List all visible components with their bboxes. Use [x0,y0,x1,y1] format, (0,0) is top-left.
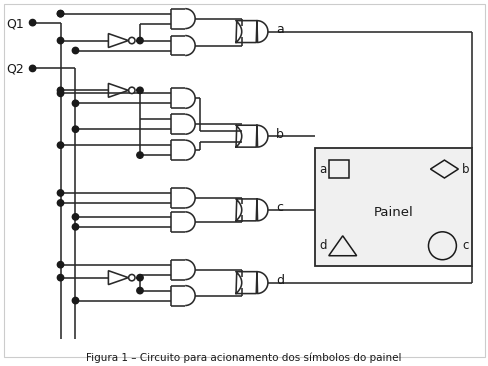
Text: Painel: Painel [373,206,413,219]
Circle shape [128,87,135,94]
Circle shape [72,224,79,230]
Text: b: b [461,163,468,176]
Text: a: a [319,163,325,176]
Text: Q1: Q1 [7,17,24,30]
Circle shape [137,87,143,94]
Text: a: a [275,23,283,36]
Bar [328,160,348,178]
Circle shape [57,142,63,148]
Circle shape [72,297,79,304]
Circle shape [72,47,79,54]
Circle shape [137,274,143,281]
Circle shape [57,190,63,196]
Circle shape [72,100,79,107]
Text: Figura 1 – Circuito para acionamento dos símbolos do painel: Figura 1 – Circuito para acionamento dos… [86,352,401,363]
Circle shape [57,261,63,268]
Text: c: c [461,239,468,252]
Circle shape [128,37,135,44]
Circle shape [57,87,63,94]
Circle shape [137,287,143,294]
Text: d: d [275,274,284,287]
Text: d: d [318,239,326,252]
Circle shape [57,200,63,206]
Circle shape [128,274,135,281]
Circle shape [29,65,36,72]
Circle shape [29,19,36,26]
Circle shape [72,214,79,220]
Circle shape [137,152,143,158]
Circle shape [57,274,63,281]
Circle shape [57,11,63,17]
Text: b: b [275,128,283,141]
Circle shape [57,37,63,44]
Text: Q2: Q2 [7,63,24,76]
Bar [314,148,471,266]
Circle shape [57,11,63,17]
Circle shape [72,126,79,132]
Circle shape [137,37,143,44]
Circle shape [57,90,63,97]
Text: c: c [275,201,283,214]
